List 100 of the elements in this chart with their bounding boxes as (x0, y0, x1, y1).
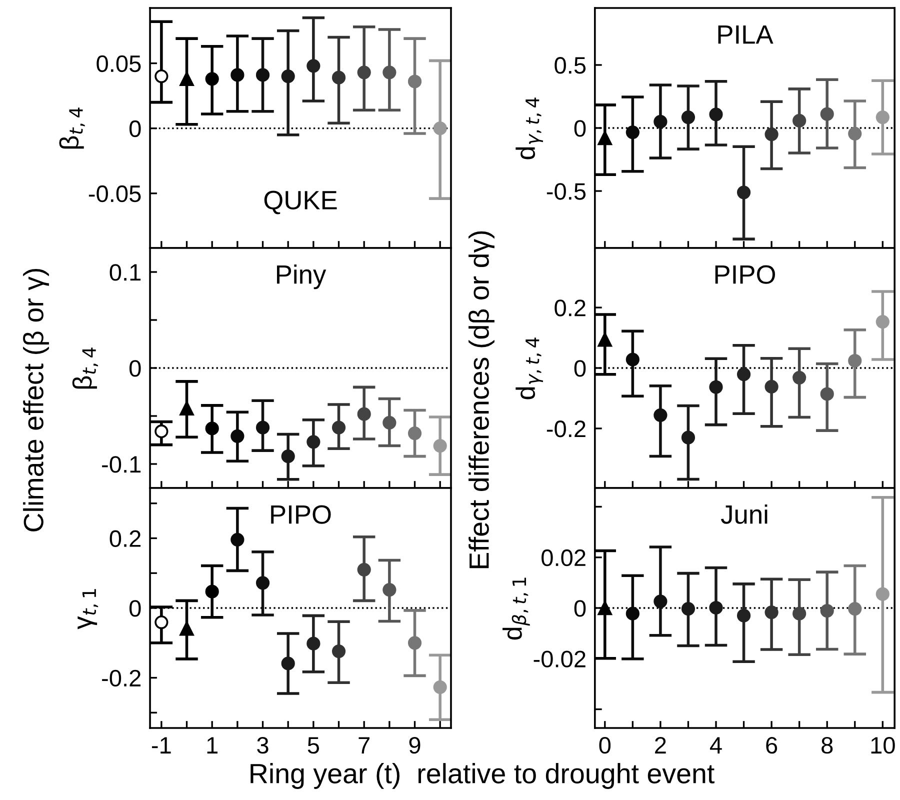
point (357, 407, 371, 421)
text: QUKE (264, 190, 337, 214)
point (848, 126, 862, 140)
point (709, 380, 723, 394)
point (820, 604, 834, 618)
point (598, 600, 612, 616)
y-tick-label: -0.5 (546, 183, 586, 200)
x-tick-label: 2 (655, 736, 666, 754)
point (230, 532, 244, 546)
point (654, 408, 668, 422)
y-tick-label: 0 (574, 360, 586, 377)
y-axis-title: d$_{γ,t,4}$ (516, 338, 543, 400)
point (256, 68, 270, 82)
point (820, 107, 834, 121)
point (792, 606, 806, 620)
point (306, 636, 320, 650)
x-axis-title: Ring year (t) relative to drought event (250, 763, 714, 789)
y-tick-label: 0 (574, 120, 586, 137)
point (408, 74, 422, 88)
point (408, 636, 422, 650)
x-tick-label: 10 (871, 736, 895, 754)
point (626, 606, 640, 620)
y-tick-label: 0.05 (96, 55, 141, 72)
text: PIPO (715, 265, 776, 284)
y-tick-label: 0.1 (110, 264, 141, 281)
point (736, 608, 751, 622)
y-tick-label: -0.05 (88, 185, 141, 202)
y-tick-label: 0.5 (554, 57, 586, 74)
point (382, 583, 396, 597)
y-tick-label: 0 (129, 120, 141, 138)
x-tick-label: 4 (710, 737, 722, 754)
text: PIPO (271, 505, 331, 524)
y-axis-title: β$_{t,4}$ (72, 348, 98, 389)
point (281, 450, 295, 464)
chart-title: Juni (720, 504, 768, 524)
y-tick-label: 0.2 (110, 530, 141, 548)
point (332, 644, 346, 658)
point (681, 602, 696, 616)
y-axis-title: γ$_{t,1}$ (78, 589, 98, 630)
y-axis-title: d$_{γ,t,4}$ (516, 98, 543, 160)
y-tick-label: -0.1 (102, 456, 141, 473)
text: Climate effect (β or γ) (23, 268, 49, 532)
y-tick-label: 0.02 (542, 549, 586, 566)
point (626, 352, 640, 366)
x-tick-label: 0 (599, 736, 611, 754)
y-axis-title: β$_{t,4}$ (59, 108, 85, 149)
point (357, 66, 371, 80)
point (332, 420, 346, 434)
x-tick-label: 5 (308, 737, 320, 754)
y-tick-label: 0 (129, 600, 141, 617)
point (681, 110, 696, 124)
point (764, 605, 778, 620)
y-tick-label: -0.2 (546, 420, 586, 438)
point (256, 420, 270, 434)
point (332, 70, 346, 84)
point (433, 438, 447, 453)
point (736, 186, 751, 200)
point (357, 562, 371, 576)
point (876, 110, 890, 124)
text: Piny (277, 264, 326, 290)
point (820, 387, 834, 401)
point (681, 430, 696, 444)
point (764, 127, 778, 142)
point (876, 587, 890, 601)
point (598, 332, 612, 347)
x-tick-label: 1 (207, 737, 218, 754)
point (281, 656, 295, 670)
point (433, 122, 447, 136)
point (654, 594, 668, 608)
point (154, 615, 168, 630)
point (230, 429, 244, 443)
point (256, 576, 270, 590)
point (848, 354, 862, 368)
point (230, 68, 244, 82)
point (654, 114, 668, 129)
x-tick-label: 6 (766, 736, 778, 754)
point (306, 59, 320, 73)
y-tick-label: 0 (129, 360, 141, 377)
text: PILA (718, 25, 774, 44)
point (306, 435, 320, 449)
text: Effect differences (dβ or dγ) (468, 231, 494, 568)
point (792, 370, 806, 384)
y-tick-label: -0.2 (102, 670, 141, 687)
point (876, 314, 890, 329)
y-tick-label: -0.02 (534, 650, 586, 668)
point (180, 621, 194, 636)
point (736, 368, 751, 382)
point (281, 69, 295, 84)
x-tick-label: -1 (152, 737, 171, 754)
point (764, 380, 778, 394)
point (180, 401, 194, 416)
point (709, 600, 723, 615)
point (792, 114, 806, 128)
point (848, 602, 862, 616)
point (598, 130, 612, 146)
point (180, 72, 194, 86)
point (154, 424, 168, 438)
point (626, 125, 640, 140)
point (154, 69, 168, 84)
point (433, 680, 447, 694)
